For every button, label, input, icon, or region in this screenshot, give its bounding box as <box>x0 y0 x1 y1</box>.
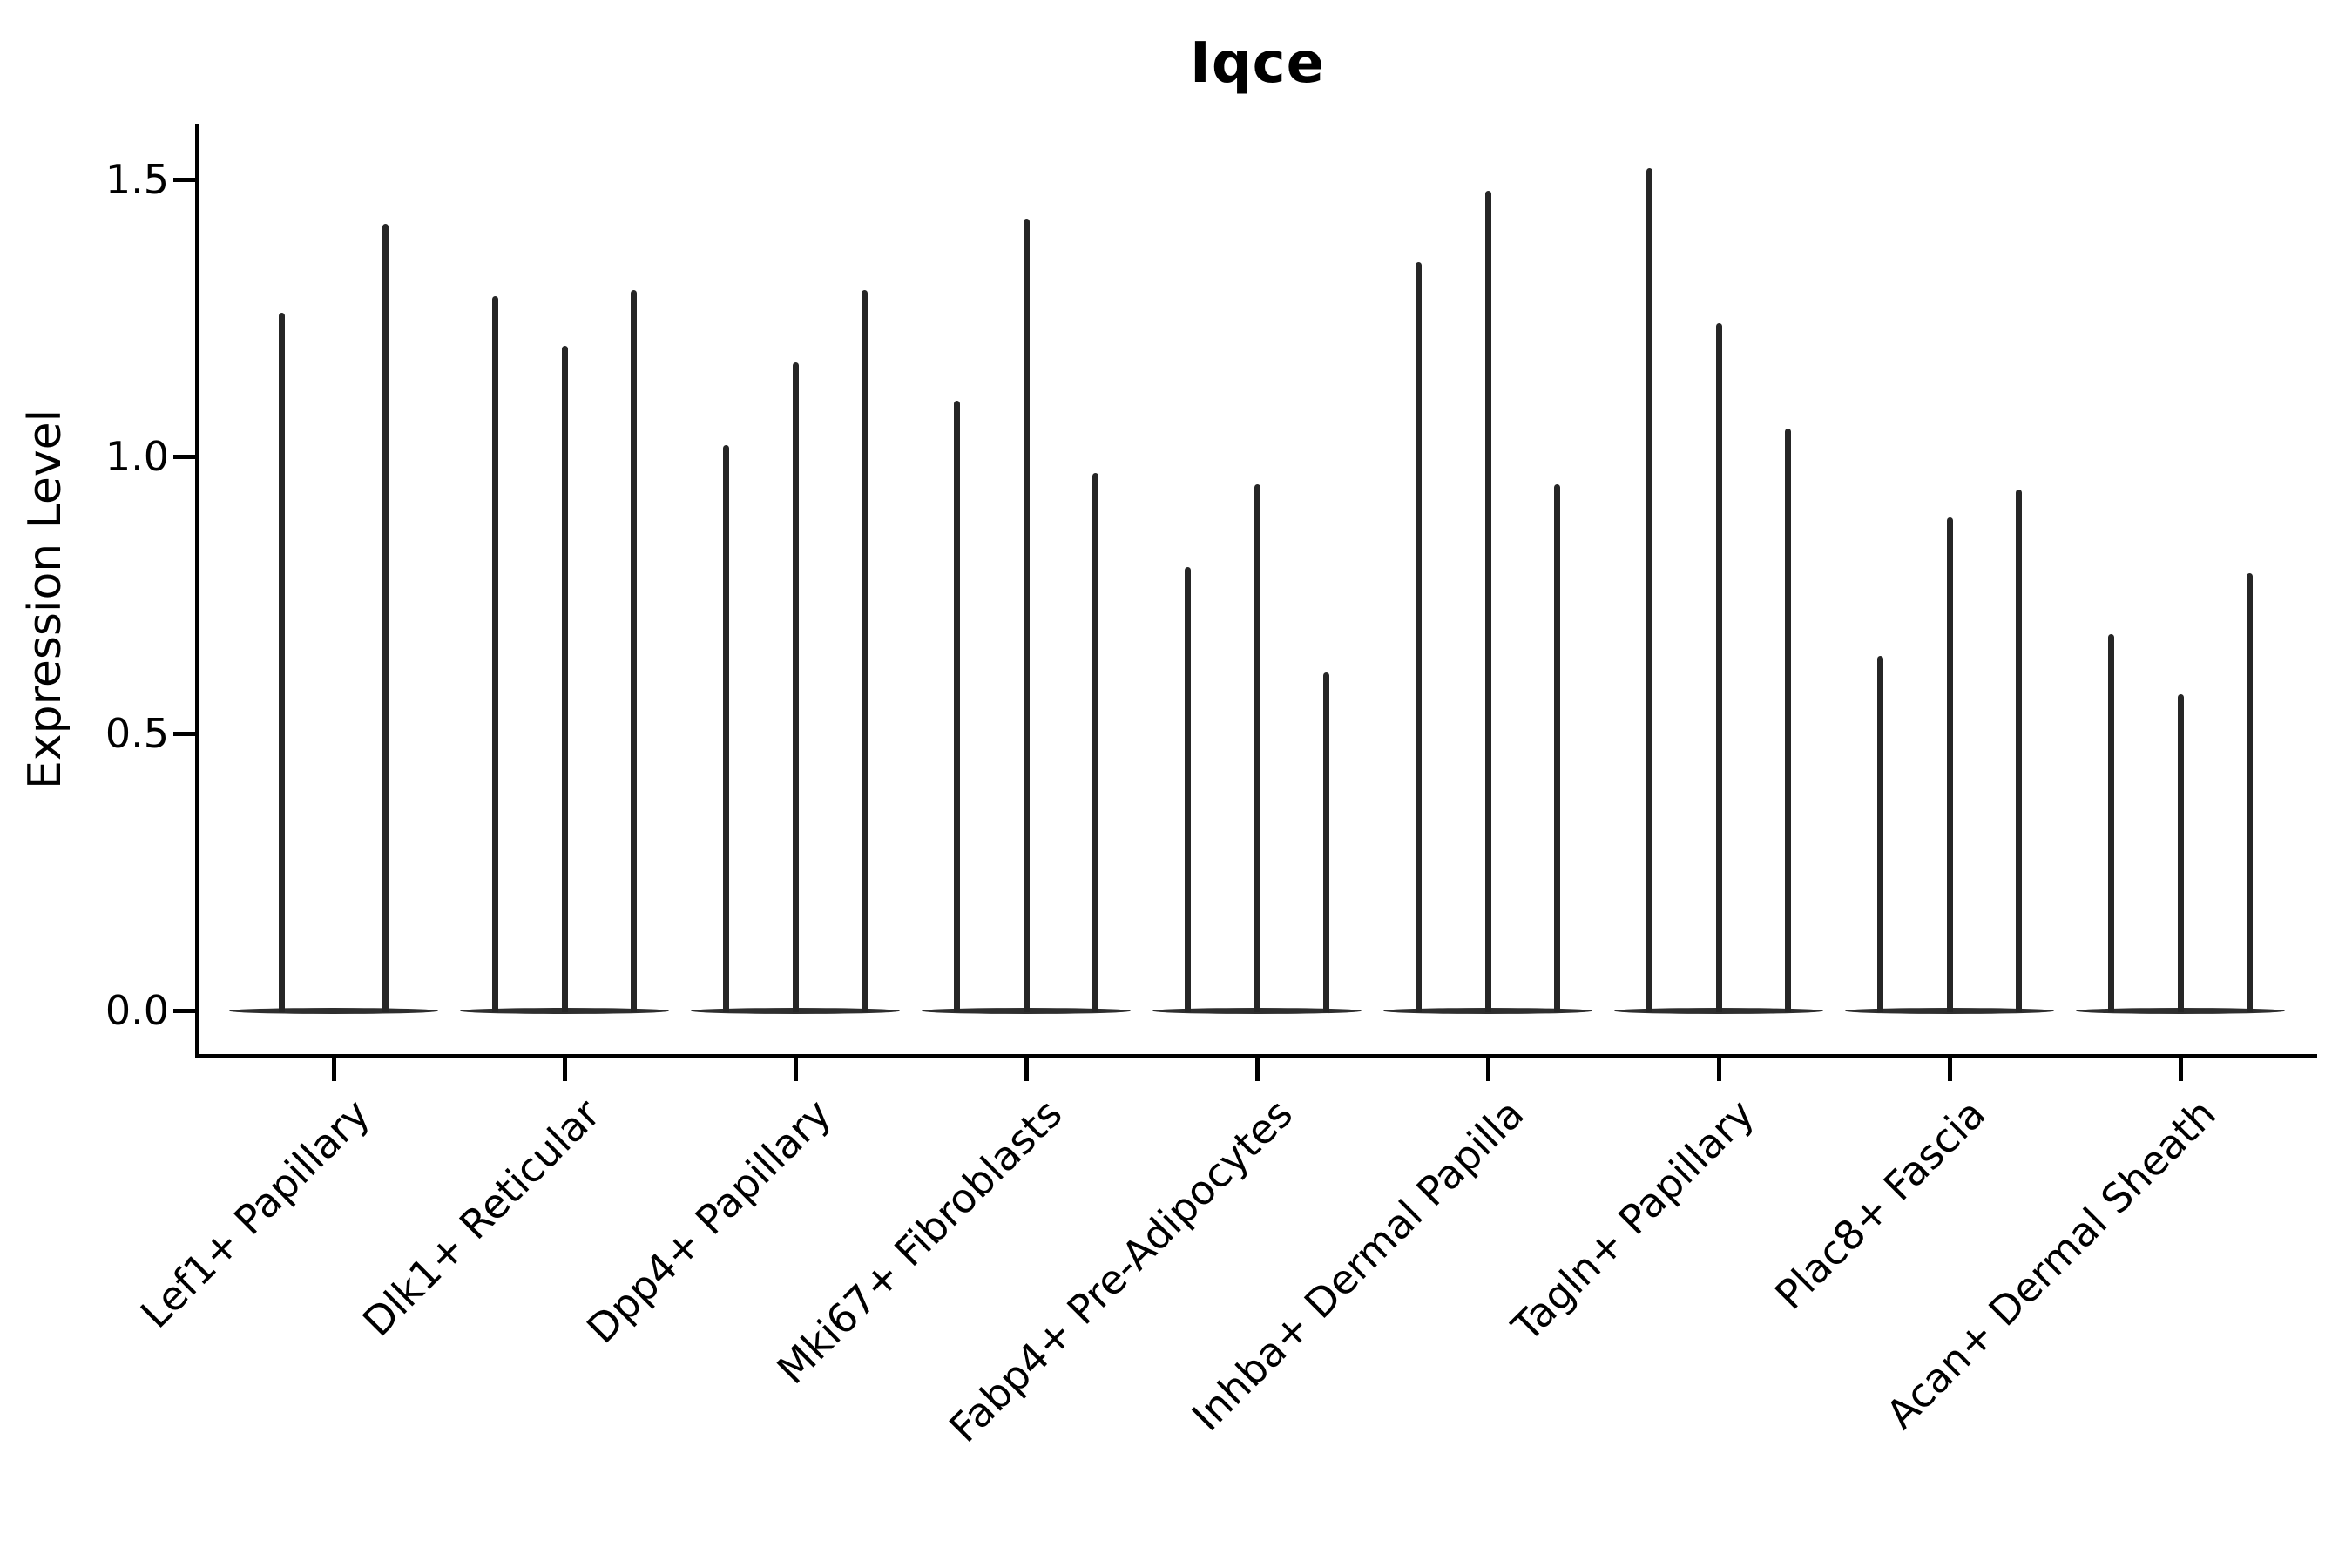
violin-spike <box>561 345 568 1012</box>
violin-spike <box>1254 483 1260 1012</box>
violin-spike <box>1553 483 1560 1012</box>
x-tick-mark <box>1947 1058 1952 1081</box>
x-tick-label-3: Dpp4+ Papillary <box>578 1090 841 1353</box>
y-tick-mark <box>173 731 196 736</box>
violin-spike <box>492 295 499 1012</box>
x-tick-mark <box>562 1058 567 1081</box>
violin-spike <box>1946 517 1953 1012</box>
violin-spike <box>279 312 285 1012</box>
violin-spike <box>792 362 799 1012</box>
violin-spike <box>954 401 961 1012</box>
violin-spike <box>1416 262 1423 1012</box>
y-tick-label: 0.0 <box>105 987 169 1034</box>
x-tick-mark <box>2178 1058 2183 1081</box>
x-tick-mark <box>793 1058 798 1081</box>
y-tick-mark <box>173 454 196 459</box>
y-axis-spine <box>195 124 199 1058</box>
violin-spike <box>1646 168 1653 1012</box>
x-axis-spine <box>195 1054 2317 1058</box>
violin-spike <box>2108 633 2115 1012</box>
violin-spike <box>1322 672 1329 1012</box>
y-tick-label: 0.5 <box>105 710 169 757</box>
violin-base <box>229 1007 438 1014</box>
violin-spike <box>1484 190 1491 1012</box>
x-tick-label-1: Lef1+ Papillary <box>131 1090 379 1338</box>
y-tick-label: 1.0 <box>105 433 169 480</box>
violin-spike <box>1185 567 1192 1012</box>
y-tick-mark <box>173 177 196 182</box>
x-tick-mark <box>1485 1058 1490 1081</box>
violin-spike <box>630 290 637 1012</box>
x-tick-mark <box>1716 1058 1721 1081</box>
violin-spike <box>2015 490 2022 1012</box>
violin-spike <box>723 445 730 1012</box>
violin-spike <box>1877 655 1884 1012</box>
chart-title: Iqce <box>1190 31 1325 96</box>
violin-spike <box>1715 323 1722 1012</box>
violin-spike <box>2177 694 2184 1012</box>
x-tick-label-8: Plac8+ Fascia <box>1765 1090 1995 1319</box>
x-tick-label-7: Tagln+ Papillary <box>1503 1090 1764 1351</box>
x-tick-mark <box>1254 1058 1260 1081</box>
violin-spike <box>2246 572 2253 1012</box>
violin-spike <box>1023 218 1030 1012</box>
y-tick-mark <box>173 1008 196 1013</box>
x-tick-label-2: Dlk1+ Reticular <box>354 1090 610 1346</box>
violin-spike <box>1092 473 1098 1012</box>
x-tick-mark <box>331 1058 336 1081</box>
violin-spike <box>1784 429 1791 1012</box>
violin-spike <box>382 223 389 1012</box>
y-tick-label: 1.5 <box>105 156 169 203</box>
y-axis-label: Expression Level <box>19 409 71 790</box>
violin-spike <box>861 290 868 1012</box>
x-tick-mark <box>1024 1058 1029 1081</box>
